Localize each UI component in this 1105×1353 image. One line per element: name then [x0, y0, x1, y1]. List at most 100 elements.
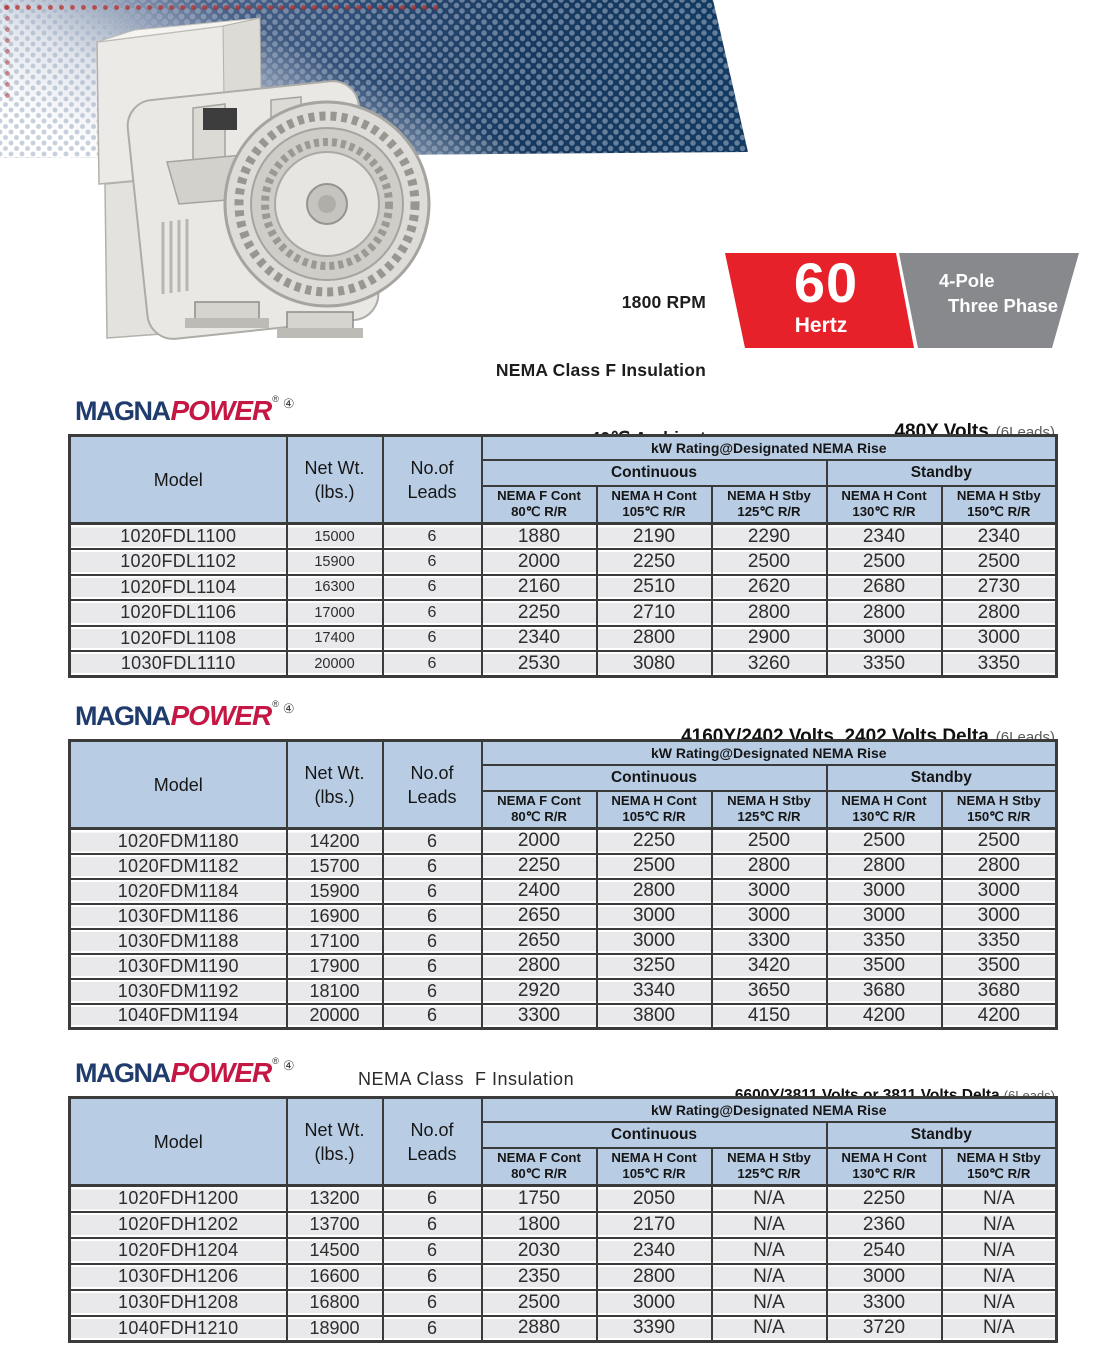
col-header-nema-h-105: NEMA H Cont 105℃ R/R — [595, 484, 713, 525]
net-weight-cell: 16800 — [285, 1288, 384, 1317]
kw-rating-cell: N/A — [940, 1262, 1058, 1291]
model-cell: 1040FDM1194 — [68, 1002, 288, 1030]
kw-rating-cell: 3000 — [825, 902, 943, 930]
leads-cell: 6 — [381, 1002, 483, 1030]
insulation-class-label: NEMA Class F Insulation — [358, 1069, 575, 1089]
kw-rating-cell: 3500 — [825, 952, 943, 980]
kw-rating-cell: 2500 — [825, 548, 943, 576]
kw-rating-cell: 3720 — [825, 1314, 943, 1343]
table-row: 1030FDM1188 17100 6 2650 3000 3300 3350 3350 — [68, 927, 1058, 955]
kw-rating-cell: 2340 — [940, 522, 1058, 550]
model-cell: 1020FDH1202 — [68, 1210, 288, 1239]
hertz-badge: 60 Hertz — [725, 253, 914, 348]
kw-rating-cell: 2500 — [940, 548, 1058, 576]
col-header-nema-h-105: NEMA H Cont 105℃ R/R — [595, 789, 713, 830]
table-row: 1040FDM1194 20000 6 3300 3800 4150 4200 4200 — [68, 1002, 1058, 1030]
table-row: 1030FDL1110 20000 6 2530 3080 3260 3350 3350 — [68, 650, 1058, 678]
generator-photo — [96, 17, 431, 340]
kw-rating-cell: N/A — [710, 1262, 828, 1291]
kw-rating-cell: N/A — [940, 1288, 1058, 1317]
logo-power: POWER — [170, 1057, 273, 1088]
kw-rating-cell: 3000 — [825, 1262, 943, 1291]
magnapower-logo: MAGNAPOWER® ④ — [75, 1056, 295, 1089]
net-weight-cell: 18900 — [285, 1314, 384, 1343]
leads-cell: 6 — [381, 852, 483, 880]
model-cell: 1030FDM1192 — [68, 977, 288, 1005]
leads-cell: 6 — [381, 599, 483, 627]
kw-rating-cell: 2800 — [940, 852, 1058, 880]
kw-rating-cell: N/A — [940, 1236, 1058, 1265]
model-cell: 1020FDL1100 — [68, 522, 288, 550]
kw-rating-cell: 2500 — [825, 827, 943, 855]
kw-rating-cell: 2650 — [480, 927, 598, 955]
kw-rating-cell: 2030 — [480, 1236, 598, 1265]
model-cell: 1030FDL1110 — [68, 650, 288, 678]
leads-cell: 6 — [381, 573, 483, 601]
table-row: 1030FDH1206 16600 6 2350 2800 N/A 3000 N/A — [68, 1262, 1058, 1291]
kw-rating-cell: 3680 — [825, 977, 943, 1005]
col-header-nema-h-130: NEMA H Cont 130℃ R/R — [825, 484, 943, 525]
col-header-nema-h-125: NEMA H Stby 125℃ R/R — [710, 1146, 828, 1187]
col-header-nema-h-150: NEMA H Stby 150℃ R/R — [940, 1146, 1058, 1187]
net-weight-cell: 15700 — [285, 852, 384, 880]
kw-rating-cell: 2500 — [595, 852, 713, 880]
kw-rating-cell: 2530 — [480, 650, 598, 678]
kw-rating-cell: 2160 — [480, 573, 598, 601]
leads-cell: 6 — [381, 650, 483, 678]
kw-rating-cell: 2340 — [595, 1236, 713, 1265]
logo-power: POWER — [170, 700, 273, 731]
net-weight-cell: 15900 — [285, 548, 384, 576]
table-row: 1020FDH1204 14500 6 2030 2340 N/A 2540 N/A — [68, 1236, 1058, 1265]
leads-cell: 6 — [381, 927, 483, 955]
kw-rating-cell: 2800 — [595, 624, 713, 652]
table-row: 1020FDH1200 13200 6 1750 2050 N/A 2250 N/A — [68, 1184, 1058, 1213]
net-weight-cell: 17100 — [285, 927, 384, 955]
kw-rating-cell: 3680 — [940, 977, 1058, 1005]
table-row: 1020FDL1102 15900 6 2000 2250 2500 2500 2500 — [68, 548, 1058, 576]
kw-rating-cell: 3080 — [595, 650, 713, 678]
kw-rating-cell: 2880 — [480, 1314, 598, 1343]
footnote-4-mark: ④ — [282, 1058, 295, 1073]
kw-rating-cell: 3650 — [710, 977, 828, 1005]
kw-rating-cell: 3420 — [710, 952, 828, 980]
leads-cell: 6 — [381, 1314, 483, 1343]
kw-rating-cell: 3800 — [595, 1002, 713, 1030]
kw-rating-cell: 2710 — [595, 599, 713, 627]
kw-rating-cell: 3260 — [710, 650, 828, 678]
kw-rating-cell: 3300 — [480, 1002, 598, 1030]
leads-cell: 6 — [381, 1210, 483, 1239]
net-weight-cell: 16900 — [285, 902, 384, 930]
kw-rating-cell: 2510 — [595, 573, 713, 601]
model-cell: 1020FDH1204 — [68, 1236, 288, 1265]
kw-rating-cell: 2500 — [480, 1288, 598, 1317]
kw-rating-cell: 4150 — [710, 1002, 828, 1030]
model-cell: 1030FDM1190 — [68, 952, 288, 980]
kw-rating-cell: 2400 — [480, 877, 598, 905]
leads-cell: 6 — [381, 624, 483, 652]
kw-rating-cell: 3500 — [940, 952, 1058, 980]
net-weight-cell: 17400 — [285, 624, 384, 652]
table-row: 1020FDH1202 13700 6 1800 2170 N/A 2360 N/A — [68, 1210, 1058, 1239]
kw-rating-cell: 2360 — [825, 1210, 943, 1239]
model-cell: 1030FDM1188 — [68, 927, 288, 955]
net-weight-cell: 14200 — [285, 827, 384, 855]
table-row: 1030FDM1190 17900 6 2800 3250 3420 3500 3500 — [68, 952, 1058, 980]
kw-rating-cell: 2900 — [710, 624, 828, 652]
kw-rating-cell: 3000 — [710, 877, 828, 905]
kw-rating-cell: 3300 — [825, 1288, 943, 1317]
table-row: 1020FDL1108 17400 6 2340 2800 2900 3000 3000 — [68, 624, 1058, 652]
pole-line1: 4-Pole — [939, 270, 995, 291]
col-header-nema-f-80: NEMA F Cont 80℃ R/R — [480, 789, 598, 830]
table-row: 1030FDM1186 16900 6 2650 3000 3000 3000 3000 — [68, 902, 1058, 930]
leads-cell: 6 — [381, 522, 483, 550]
leads-cell: 6 — [381, 1236, 483, 1265]
model-cell: 1020FDL1102 — [68, 548, 288, 576]
kw-rating-cell: 2730 — [940, 573, 1058, 601]
kw-rating-cell: 2000 — [480, 827, 598, 855]
col-header-continuous: Continuous — [480, 458, 828, 487]
kw-rating-cell: 3000 — [940, 877, 1058, 905]
footnote-4-mark: ④ — [282, 701, 295, 716]
kw-rating-cell: N/A — [710, 1210, 828, 1239]
net-weight-cell: 20000 — [285, 650, 384, 678]
